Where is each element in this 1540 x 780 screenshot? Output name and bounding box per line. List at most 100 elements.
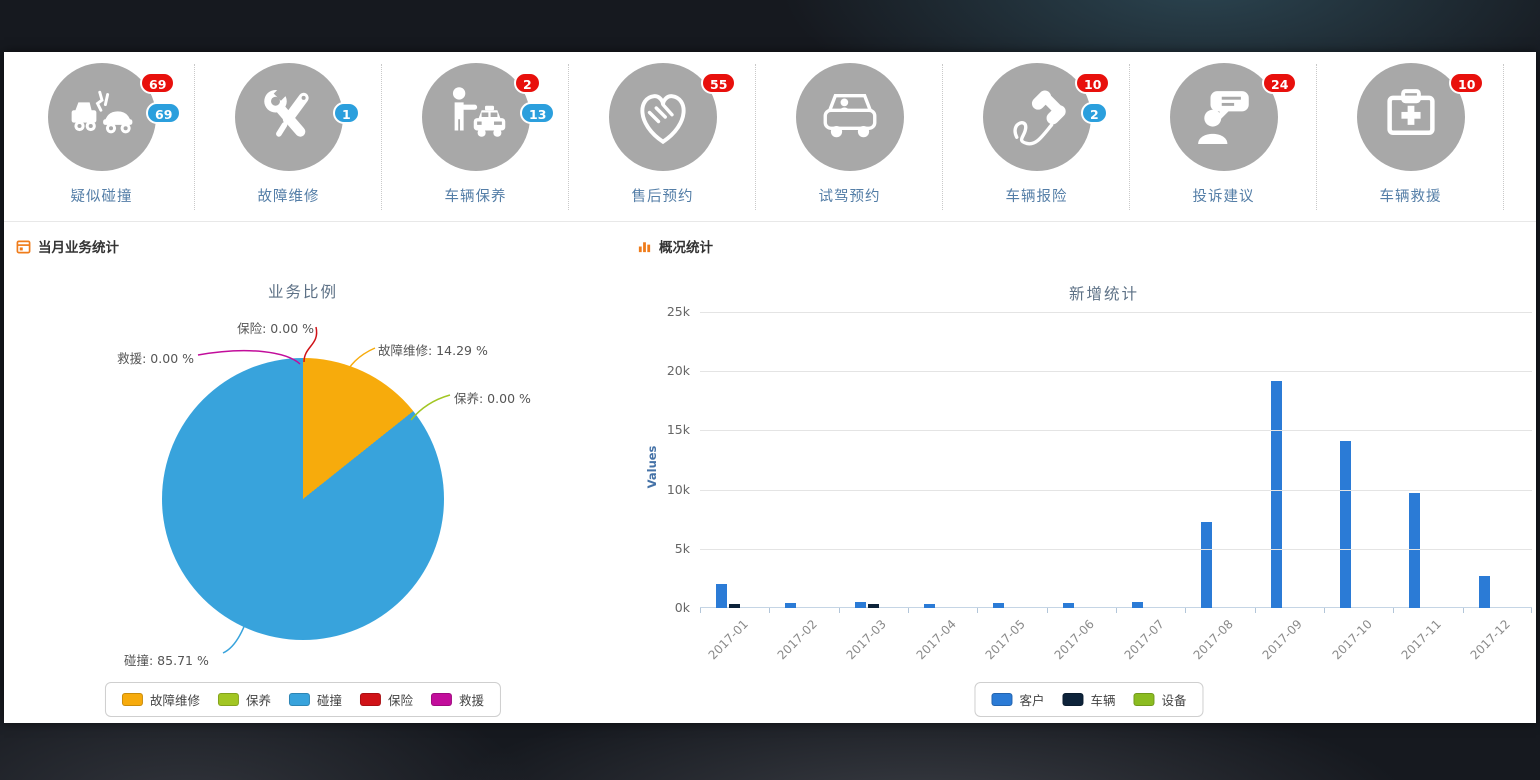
x-tick-label: 2017-12: [1467, 617, 1514, 663]
x-axis-tick: [700, 608, 701, 613]
bar-group-2017-07: [1116, 312, 1185, 608]
legend-item-救援[interactable]: 救援: [431, 690, 484, 709]
quick-action-label: 车辆报险: [1005, 189, 1068, 205]
legend-swatch: [1062, 693, 1084, 706]
bar-客户[interactable]: [1340, 441, 1352, 608]
bar-客户[interactable]: [1201, 521, 1213, 608]
badge-blue: 2: [1081, 102, 1108, 124]
badge-blue: 69: [146, 102, 182, 124]
bar-客户[interactable]: [993, 603, 1005, 608]
pie-callout-maintenance: 保养: 0.00 %: [454, 391, 531, 406]
quick-action-车辆报险[interactable]: 10 2 车辆报险: [943, 52, 1130, 222]
gridline: [700, 312, 1532, 313]
legend-label: 客户: [1019, 693, 1045, 708]
x-tick-label: 2017-01: [705, 617, 751, 663]
handshake-icon: [608, 63, 717, 171]
quick-action-试驾预约[interactable]: 试驾预约: [756, 52, 943, 222]
x-axis-tick: [1393, 608, 1395, 613]
x-axis-line: [700, 607, 1532, 608]
bar-group-2017-11: [1393, 312, 1462, 608]
badge-red: 10: [1075, 72, 1111, 94]
x-tick-label: 2017-03: [843, 617, 890, 663]
quick-action-label: 疑似碰撞: [70, 189, 133, 205]
pie-callout-collision: 碰撞: 85.71 %: [124, 653, 209, 668]
legend-item-车辆[interactable]: 车辆: [1062, 690, 1116, 709]
bar-客户[interactable]: [716, 584, 728, 608]
bar-车辆[interactable]: [867, 604, 879, 608]
legend-swatch: [121, 693, 143, 706]
legend-item-客户[interactable]: 客户: [991, 690, 1044, 709]
dashboard-panel: 69 69 疑似碰撞 1 故障维修 2 13 车辆保养 55 售后预约 试驾预约 10 2 车辆报险 24 投…: [4, 52, 1536, 723]
quick-action-故障维修[interactable]: 1 故障维修: [195, 52, 382, 222]
y-tick-label: 20k: [666, 363, 690, 379]
quick-action-车辆保养[interactable]: 2 13 车辆保养: [382, 52, 569, 222]
y-tick-label: 0k: [674, 600, 690, 615]
bar-客户[interactable]: [785, 603, 797, 608]
badge-blue: 1: [333, 102, 360, 124]
bar-客户[interactable]: [1132, 602, 1144, 608]
x-axis-tick: [838, 608, 840, 613]
bars-container: [700, 312, 1532, 608]
bar-chart-title: 新增统计: [1068, 285, 1139, 303]
x-tick-label: 2017-10: [1329, 617, 1375, 663]
legend-label: 故障维修: [149, 693, 200, 708]
bar-客户[interactable]: [1270, 380, 1282, 608]
bar-客户[interactable]: [854, 601, 866, 608]
legend-item-故障维修[interactable]: 故障维修: [121, 690, 200, 709]
quick-action-售后预约[interactable]: 55 售后预约: [569, 52, 756, 222]
x-axis-tick: [1046, 608, 1048, 613]
legend-item-碰撞[interactable]: 碰撞: [288, 690, 342, 709]
feedback-person-icon: [1169, 63, 1278, 171]
bar-客户[interactable]: [924, 603, 936, 608]
bar-车辆[interactable]: [729, 604, 741, 608]
bar-group-2017-06: [1047, 312, 1116, 608]
quick-action-疑似碰撞[interactable]: 69 69 疑似碰撞: [8, 52, 195, 222]
gridline: [700, 548, 1532, 550]
pie-chart-title: 业务比例: [267, 283, 338, 301]
bar-group-2017-03: [839, 312, 908, 608]
legend-item-设备[interactable]: 设备: [1133, 690, 1187, 709]
x-axis-tick: [908, 608, 909, 613]
pie-callout-repair: 故障维修: 14.29 %: [378, 343, 488, 358]
quick-action-投诉建议[interactable]: 24 投诉建议: [1130, 52, 1317, 222]
bar-group-2017-05: [977, 312, 1046, 608]
x-tick-label: 2017-06: [1051, 617, 1098, 663]
bar-客户[interactable]: [1062, 602, 1074, 608]
x-tick-label: 2017-07: [1121, 617, 1167, 663]
x-axis-tick: [977, 608, 979, 613]
legend-swatch: [217, 693, 239, 706]
y-tick-label: 15k: [666, 422, 690, 438]
bar-group-2017-08: [1185, 312, 1254, 608]
pie-callout-insurance: 保险: 0.00 %: [237, 321, 314, 336]
legend-item-保险[interactable]: 保险: [360, 690, 413, 709]
bar-chart[interactable]: [700, 312, 1532, 613]
quick-action-label: 售后预约: [631, 189, 694, 205]
quick-action-label: 故障维修: [257, 189, 320, 205]
x-tick-label: 2017-04: [913, 617, 959, 663]
legend-swatch: [1133, 693, 1155, 706]
car-crash-icon: [47, 63, 156, 171]
bar-group-2017-04: [908, 312, 977, 608]
bar-chart-icon: [638, 241, 651, 252]
quick-action-label: 投诉建议: [1192, 189, 1255, 205]
pie-chart[interactable]: [162, 358, 444, 640]
quick-action-label: 车辆保养: [444, 189, 507, 205]
monthly-stats-title: 当月业务统计: [38, 240, 119, 256]
car-maintenance-icon: [421, 63, 530, 171]
x-tick-label: 2017-11: [1398, 617, 1444, 663]
x-axis-tick: [769, 608, 771, 613]
bar-group-2017-01: [700, 312, 769, 608]
bar-group-2017-09: [1255, 312, 1324, 608]
legend-label: 保险: [388, 693, 414, 708]
calendar-icon: [16, 240, 31, 253]
badge-red: 55: [701, 72, 737, 94]
y-tick-label: 25k: [666, 304, 690, 319]
x-axis-tick: [1254, 608, 1256, 613]
legend-swatch: [431, 693, 453, 706]
bar-客户[interactable]: [1409, 493, 1421, 608]
bar-group-2017-10: [1324, 312, 1393, 608]
quick-action-车辆救援[interactable]: 10 车辆救援: [1317, 52, 1504, 222]
legend-item-保养[interactable]: 保养: [217, 690, 271, 709]
x-axis-tick: [1324, 608, 1325, 613]
bar-客户[interactable]: [1478, 576, 1490, 608]
